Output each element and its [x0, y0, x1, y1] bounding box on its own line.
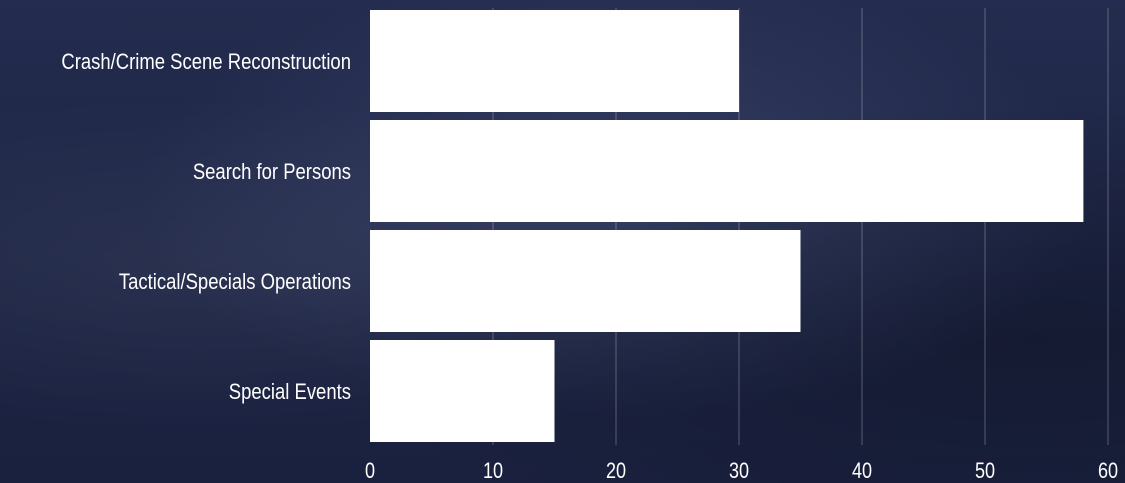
category-label: Tactical/Specials Operations	[119, 269, 351, 294]
x-tick-label: 20	[606, 458, 626, 483]
category-labels: Crash/Crime Scene Reconstruction Search f…	[61, 49, 351, 404]
bar	[370, 120, 1084, 222]
bar	[370, 10, 739, 112]
x-tick-label: 30	[729, 458, 749, 483]
x-tick-labels: 0 10 20 30 40 50 60	[365, 458, 1118, 483]
bar	[370, 340, 555, 442]
bars	[370, 10, 1084, 442]
category-label: Crash/Crime Scene Reconstruction	[61, 49, 351, 74]
x-tick-label: 50	[975, 458, 995, 483]
bar	[370, 230, 801, 332]
x-tick-label: 0	[365, 458, 375, 483]
category-label: Search for Persons	[193, 159, 351, 184]
x-tick-label: 40	[852, 458, 872, 483]
x-tick-label: 10	[483, 458, 503, 483]
category-label: Special Events	[229, 379, 351, 404]
x-tick-label: 60	[1098, 458, 1118, 483]
